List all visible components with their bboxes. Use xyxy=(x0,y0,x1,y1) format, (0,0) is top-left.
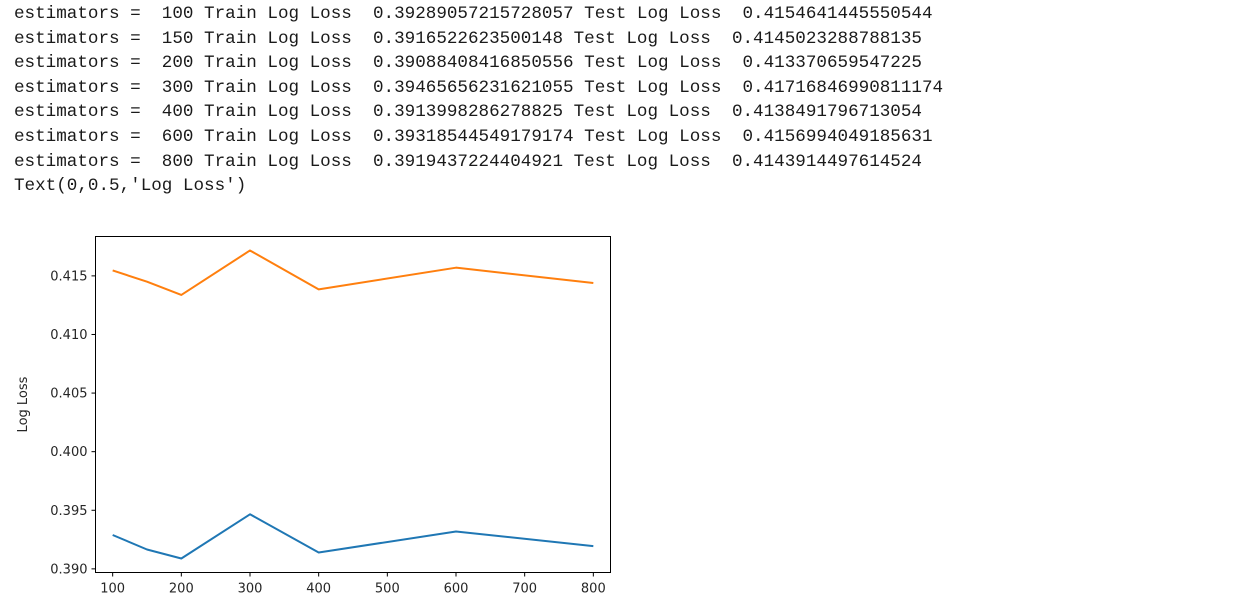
output-line-1: estimators = 100 Train Log Loss 0.392890… xyxy=(14,4,933,24)
y-axis-label: Log Loss xyxy=(16,376,31,432)
plot-area xyxy=(112,249,594,560)
output-line-5: estimators = 400 Train Log Loss 0.391399… xyxy=(14,102,922,123)
x-tick-label: 100 xyxy=(100,582,125,597)
output-line-6: estimators = 600 Train Log Loss 0.393185… xyxy=(14,126,933,147)
x-tick-label: 400 xyxy=(306,582,331,597)
series-line-1 xyxy=(112,513,594,560)
plot-frame xyxy=(95,236,611,573)
series-line-2 xyxy=(112,249,594,296)
y-tick-label: 0.410 xyxy=(50,328,87,343)
y-tick-label: 0.390 xyxy=(50,562,87,577)
x-tick-label: 300 xyxy=(238,582,263,597)
x-tick-label: 200 xyxy=(169,582,194,597)
x-tick-label: 600 xyxy=(444,582,469,597)
y-axis-ticks: 0.390 0.395 0.400 0.405 0.410 0.415 xyxy=(50,269,96,577)
cell-output-text: estimators = 100 Train Log Loss 0.392890… xyxy=(14,2,943,199)
y-tick-label: 0.405 xyxy=(50,387,87,402)
output-line-7: estimators = 800 Train Log Loss 0.391943… xyxy=(14,151,922,172)
y-tick-label: 0.395 xyxy=(50,504,87,519)
output-line-2: estimators = 150 Train Log Loss 0.391652… xyxy=(14,28,922,49)
y-tick-label: 0.400 xyxy=(50,445,87,460)
x-axis-ticks: 100 200 300 400 500 600 700 800 xyxy=(100,572,606,597)
output-line-4: estimators = 300 Train Log Loss 0.394656… xyxy=(14,77,944,98)
x-tick-label: 800 xyxy=(581,582,606,597)
x-tick-label: 500 xyxy=(375,582,400,597)
y-tick-label: 0.415 xyxy=(50,269,87,284)
x-tick-label: 700 xyxy=(512,582,537,597)
output-line-8: Text(0,0.5,'Log Loss') xyxy=(14,176,247,197)
output-line-3: estimators = 200 Train Log Loss 0.390884… xyxy=(14,53,922,74)
